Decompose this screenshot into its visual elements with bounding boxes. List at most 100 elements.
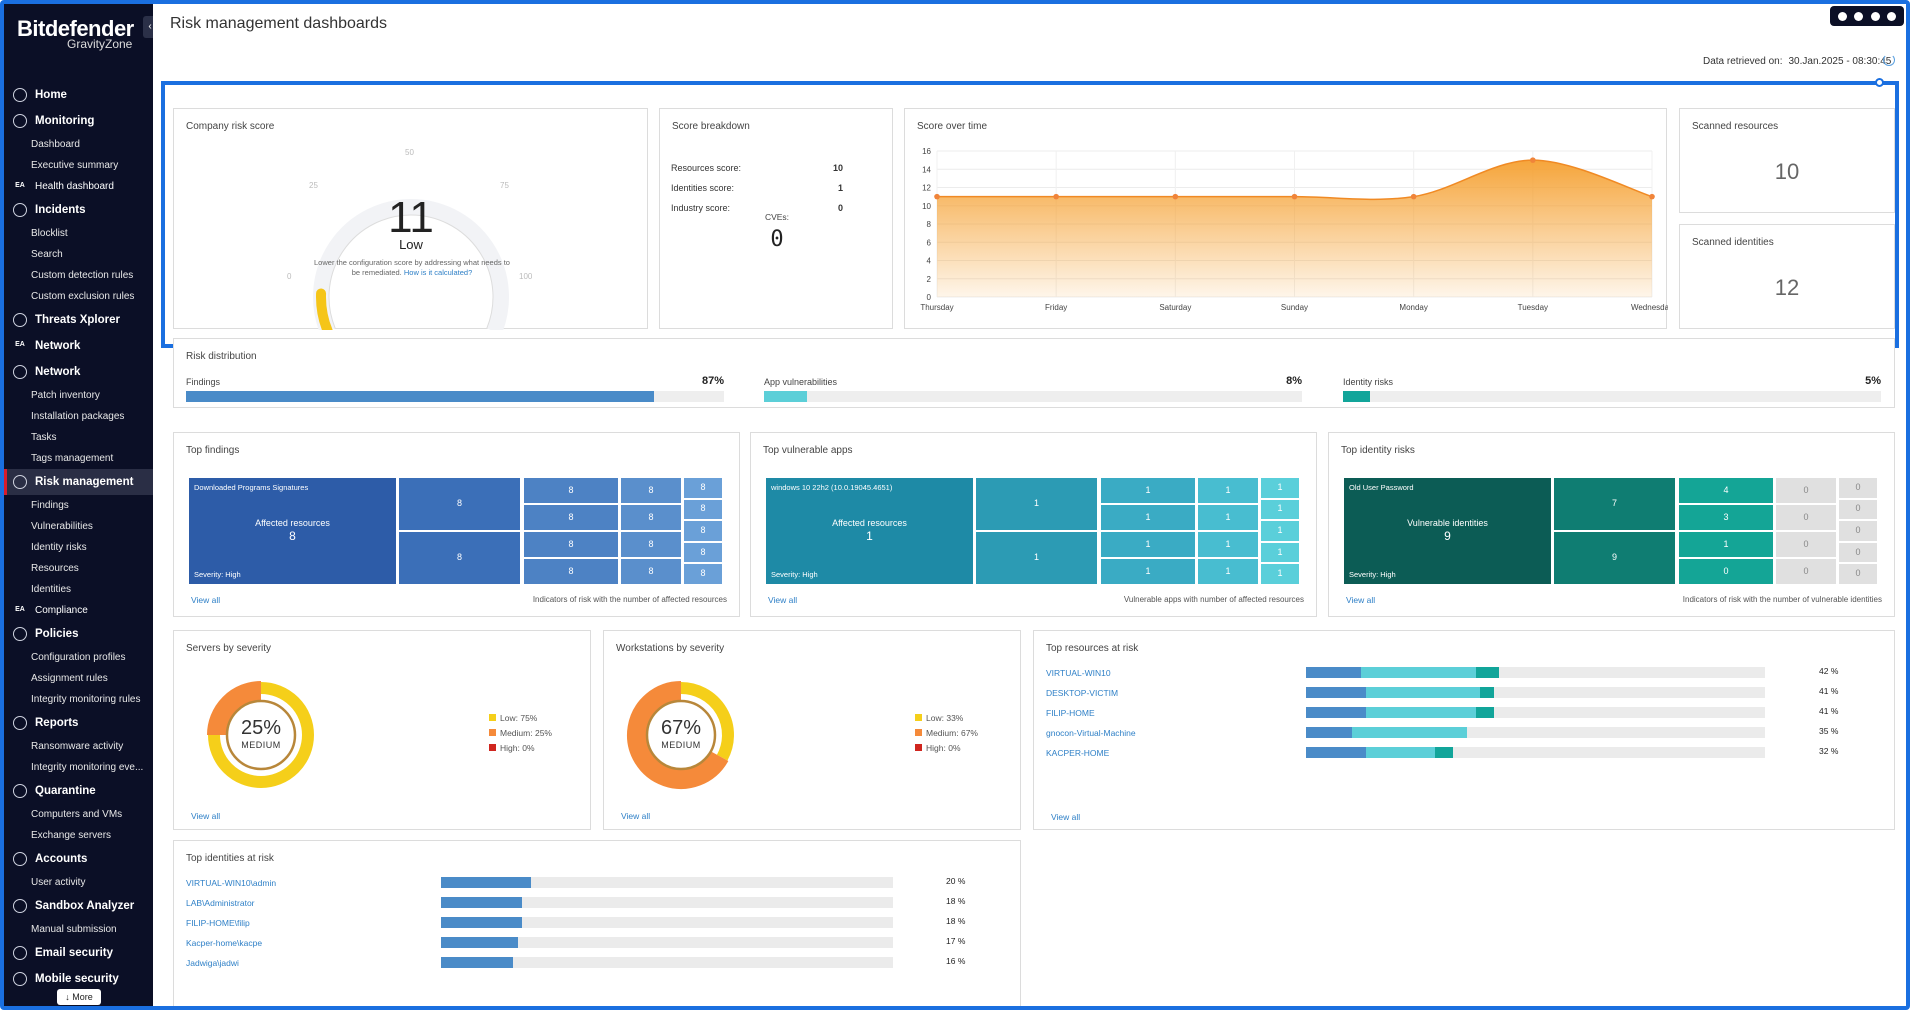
- sidebar-item-risk-management[interactable]: Risk management: [4, 469, 153, 495]
- sidebar-item-policies[interactable]: Policies: [4, 621, 153, 647]
- identity-link[interactable]: Kacper-home\kacpe: [186, 938, 263, 948]
- sidebar-item-compliance[interactable]: EA Compliance: [4, 600, 153, 621]
- treemap-cell[interactable]: 1: [1198, 532, 1258, 557]
- more-button[interactable]: ↓ More: [57, 989, 101, 1005]
- sidebar-item-network[interactable]: Network: [4, 359, 153, 385]
- treemap-cell[interactable]: 0: [1839, 478, 1877, 498]
- sidebar-item-ransomware-activity[interactable]: Ransomware activity: [4, 736, 153, 757]
- sidebar-item-monitoring[interactable]: Monitoring: [4, 108, 153, 134]
- treemap-cell[interactable]: 8: [399, 532, 520, 584]
- sidebar-item-quarantine[interactable]: Quarantine: [4, 778, 153, 804]
- treemap-cell[interactable]: 0: [1839, 564, 1877, 584]
- treemap-cell[interactable]: 1: [1101, 505, 1195, 530]
- treemap-cell[interactable]: 8: [621, 505, 681, 530]
- treemap-cell[interactable]: 0: [1776, 478, 1836, 503]
- view-all-link[interactable]: View all: [1051, 812, 1081, 822]
- sidebar-item-exchange-servers[interactable]: Exchange servers: [4, 825, 153, 846]
- view-all-link[interactable]: View all: [191, 595, 221, 605]
- treemap-cell[interactable]: 8: [524, 559, 618, 584]
- view-all-link[interactable]: View all: [191, 811, 221, 821]
- treemap-cell[interactable]: 8: [684, 564, 722, 584]
- sidebar-item-dashboard[interactable]: Dashboard: [4, 134, 153, 155]
- treemap-cell[interactable]: 8: [684, 478, 722, 498]
- treemap-cell[interactable]: 8: [621, 559, 681, 584]
- collapse-sidebar-button[interactable]: ‹: [143, 16, 153, 38]
- treemap-cell[interactable]: 1: [1679, 532, 1773, 557]
- identity-link[interactable]: Jadwiga\jadwi: [186, 958, 239, 968]
- treemap-cell[interactable]: 0: [1839, 499, 1877, 520]
- user-icon[interactable]: [1837, 11, 1847, 21]
- sidebar-item-executive-summary[interactable]: Executive summary: [4, 155, 153, 176]
- selection-handle[interactable]: [1875, 78, 1884, 87]
- resource-link[interactable]: gnocon-Virtual-Machine: [1046, 728, 1136, 738]
- treemap-main-cell[interactable]: windows 10 22h2 (10.0.19045.4651) Severit…: [766, 478, 973, 584]
- sidebar-item-blocklist[interactable]: Blocklist: [4, 223, 153, 244]
- treemap-cell[interactable]: 3: [1679, 505, 1773, 530]
- treemap-cell[interactable]: 0: [1839, 521, 1877, 541]
- treemap-cell[interactable]: 4: [1679, 478, 1773, 503]
- treemap-cell[interactable]: 1: [1261, 499, 1299, 520]
- refresh-icon[interactable]: [1883, 54, 1895, 66]
- sidebar-item-sandbox-analyzer[interactable]: Sandbox Analyzer: [4, 893, 153, 919]
- sidebar-item-accounts[interactable]: Accounts: [4, 846, 153, 872]
- treemap-cell[interactable]: 8: [399, 478, 520, 530]
- treemap-main-cell[interactable]: Downloaded Programs Signatures Severity: …: [189, 478, 396, 584]
- sidebar-item-configuration-profiles[interactable]: Configuration profiles: [4, 647, 153, 668]
- sidebar-item-vulnerabilities[interactable]: Vulnerabilities: [4, 516, 153, 537]
- identity-link[interactable]: FILIP-HOME\filip: [186, 918, 250, 928]
- sidebar-item-identities[interactable]: Identities: [4, 579, 153, 600]
- sidebar-item-tags-management[interactable]: Tags management: [4, 448, 153, 469]
- view-all-link[interactable]: View all: [1346, 595, 1376, 605]
- sidebar-item-home[interactable]: Home: [4, 82, 153, 108]
- treemap-cell[interactable]: 1: [1198, 505, 1258, 530]
- sidebar-item-search[interactable]: Search: [4, 244, 153, 265]
- view-all-link[interactable]: View all: [768, 595, 798, 605]
- sidebar-item-installation-packages[interactable]: Installation packages: [4, 406, 153, 427]
- shield-icon[interactable]: [1854, 11, 1864, 21]
- treemap-cell[interactable]: 0: [1679, 559, 1773, 584]
- treemap-cell[interactable]: 9: [1554, 532, 1675, 584]
- sidebar-item-threats-xplorer[interactable]: Threats Xplorer: [4, 307, 153, 333]
- identity-link[interactable]: VIRTUAL-WIN10\admin: [186, 878, 277, 888]
- treemap-cell[interactable]: 1: [1261, 564, 1299, 584]
- treemap-cell[interactable]: 1: [1261, 521, 1299, 541]
- treemap-cell[interactable]: 8: [524, 478, 618, 503]
- sidebar-item-integrity-monitoring-rules[interactable]: Integrity monitoring rules: [4, 689, 153, 710]
- treemap-cell[interactable]: 1: [1198, 559, 1258, 584]
- treemap-cell[interactable]: 1: [976, 478, 1097, 530]
- treemap-cell[interactable]: 8: [524, 505, 618, 530]
- treemap-cell[interactable]: 0: [1776, 532, 1836, 557]
- sidebar-item-email-security[interactable]: Email security: [4, 940, 153, 966]
- sidebar-item-findings[interactable]: Findings: [4, 495, 153, 516]
- sidebar-item-tasks[interactable]: Tasks: [4, 427, 153, 448]
- resource-link[interactable]: VIRTUAL-WIN10: [1046, 668, 1111, 678]
- treemap-cell[interactable]: 1: [1261, 542, 1299, 563]
- treemap-cell[interactable]: 8: [621, 478, 681, 503]
- treemap-cell[interactable]: 1: [1101, 532, 1195, 557]
- treemap-main-cell[interactable]: Old User Password Severity: High Vulnerabl…: [1344, 478, 1551, 584]
- sidebar-item-integrity-monitoring-eve[interactable]: Integrity monitoring eve...: [4, 757, 153, 778]
- treemap-cell[interactable]: 8: [684, 542, 722, 563]
- sidebar-item-assignment-rules[interactable]: Assignment rules: [4, 668, 153, 689]
- treemap-cell[interactable]: 1: [1101, 559, 1195, 584]
- how-calculated-link[interactable]: How is it calculated?: [403, 268, 473, 277]
- resource-link[interactable]: FILIP-HOME: [1046, 708, 1095, 718]
- treemap-cell[interactable]: 1: [1261, 478, 1299, 498]
- sidebar-item-network[interactable]: EA Network: [4, 333, 153, 359]
- sidebar-item-user-activity[interactable]: User activity: [4, 872, 153, 893]
- sidebar-item-resources[interactable]: Resources: [4, 558, 153, 579]
- treemap-cell[interactable]: 0: [1839, 542, 1877, 563]
- sidebar-item-manual-submission[interactable]: Manual submission: [4, 919, 153, 940]
- treemap-cell[interactable]: 8: [621, 532, 681, 557]
- sidebar-item-reports[interactable]: Reports: [4, 710, 153, 736]
- treemap-cell[interactable]: 8: [684, 521, 722, 541]
- treemap-cell[interactable]: 1: [1101, 478, 1195, 503]
- treemap-cell[interactable]: 0: [1776, 505, 1836, 530]
- sidebar-item-health-dashboard[interactable]: EA Health dashboard: [4, 176, 153, 197]
- resource-link[interactable]: DESKTOP-VICTIM: [1046, 688, 1119, 698]
- notifications-icon[interactable]: [1887, 11, 1897, 21]
- sidebar-item-incidents[interactable]: Incidents: [4, 197, 153, 223]
- sidebar-item-custom-exclusion-rules[interactable]: Custom exclusion rules: [4, 286, 153, 307]
- treemap-cell[interactable]: 1: [1198, 478, 1258, 503]
- treemap-cell[interactable]: 7: [1554, 478, 1675, 530]
